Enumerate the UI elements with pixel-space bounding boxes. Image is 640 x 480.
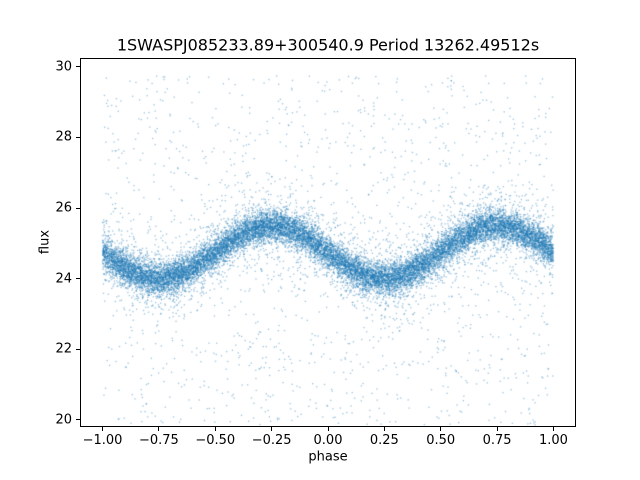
y-tick [76,136,80,138]
scatter-plot-canvas [80,58,576,427]
x-tick [496,427,498,431]
x-tick-label: 0.25 [369,433,399,448]
x-tick [552,427,554,431]
y-tick [76,66,80,68]
y-tick-label: 22 [55,341,72,357]
y-tick-label: 28 [55,129,72,145]
y-tick-label: 30 [55,59,72,75]
x-tick [158,427,160,431]
x-tick-label: −0.75 [138,433,179,448]
y-tick-label: 26 [55,200,72,216]
x-tick-label: −1.00 [82,433,123,448]
y-tick-label: 20 [55,412,72,428]
x-tick [440,427,442,431]
x-tick-label: −0.50 [195,433,236,448]
y-tick-label: 24 [55,271,72,287]
chart-title: 1SWASPJ085233.89+300540.9 Period 13262.4… [116,35,540,55]
x-tick [102,427,104,431]
y-tick [76,207,80,209]
x-tick [327,427,329,431]
x-tick-label: 0.50 [426,433,456,448]
y-tick [76,419,80,421]
y-axis-label: flux [37,229,53,255]
x-tick [271,427,273,431]
x-tick-label: 0.75 [482,433,512,448]
axes-frame [80,58,576,427]
x-axis-label: phase [308,449,348,465]
y-tick [76,278,80,280]
y-tick [76,348,80,350]
x-tick-label: 0.00 [313,433,343,448]
x-tick [214,427,216,431]
x-tick-label: 1.00 [538,433,568,448]
x-tick [383,427,385,431]
x-tick-label: −0.25 [251,433,292,448]
